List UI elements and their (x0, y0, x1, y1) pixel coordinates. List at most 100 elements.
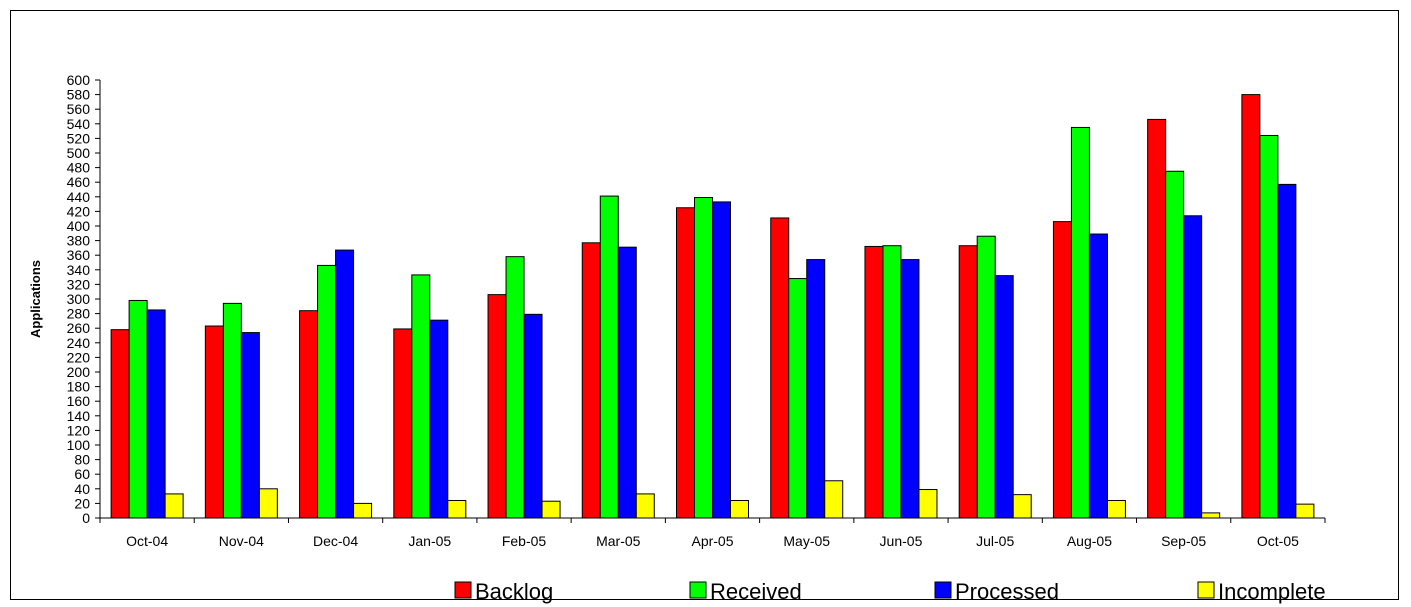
y-tick-label: 280 (67, 306, 91, 322)
bar-backlog-apr-05 (676, 207, 695, 519)
bar-received-mar-05 (599, 195, 619, 519)
bar-incomplete-oct-05 (1295, 503, 1315, 519)
bar-backlog-dec-04 (299, 310, 319, 519)
y-tick-label: 560 (67, 101, 91, 117)
y-tick-label: 40 (74, 481, 90, 497)
bar-received-apr-05 (694, 197, 713, 519)
y-tick-label: 500 (67, 145, 91, 161)
y-tick-label: 540 (67, 116, 91, 132)
bar-received-jun-05 (882, 245, 902, 519)
bar-processed-may-05 (806, 259, 826, 519)
bar-processed-aug-05 (1088, 233, 1108, 519)
legend-label-processed: Processed (955, 579, 1059, 604)
x-tick-label: Jul-05 (976, 533, 1014, 549)
y-tick-label: 380 (67, 233, 91, 249)
bar-received-nov-04 (222, 302, 242, 519)
y-tick-label: 320 (67, 276, 91, 292)
legend-swatch-backlog (454, 581, 472, 599)
legend-swatch-incomplete (1197, 581, 1215, 599)
bar-received-dec-04 (317, 264, 337, 519)
bar-received-jan-05 (411, 274, 431, 519)
y-tick-label: 140 (67, 408, 91, 424)
legend: Backlog Received Processed Incomplete (454, 579, 1326, 604)
x-tick-label: May-05 (783, 533, 830, 549)
bar-received-sep-05 (1165, 170, 1185, 519)
bar-processed-sep-05 (1183, 215, 1203, 519)
x-tick-label: Sep-05 (1161, 533, 1206, 549)
y-tick-labels: 0204060801001201401601802002202402602803… (67, 72, 91, 526)
bar-incomplete-mar-05 (635, 493, 655, 519)
bar-received-jul-05 (976, 235, 996, 519)
bar-incomplete-jul-05 (1012, 494, 1032, 519)
y-tick-label: 80 (74, 452, 90, 468)
bar-incomplete-apr-05 (730, 499, 749, 519)
bar-received-oct-04 (128, 299, 148, 519)
bar-backlog-aug-05 (1052, 221, 1072, 519)
bar-processed-jun-05 (900, 259, 920, 519)
y-tick-label: 340 (67, 262, 91, 278)
y-tick-label: 440 (67, 189, 91, 205)
bar-backlog-jul-05 (958, 245, 978, 519)
bar-received-may-05 (788, 278, 808, 519)
bar-backlog-mar-05 (581, 242, 601, 519)
y-tick-label: 120 (67, 422, 91, 438)
x-tick-label: Apr-05 (691, 533, 733, 549)
y-tick-label: 160 (67, 393, 91, 409)
bar-incomplete-dec-04 (353, 502, 373, 519)
y-tick-label: 100 (67, 437, 91, 453)
bar-processed-apr-05 (712, 201, 731, 519)
bar-backlog-may-05 (770, 217, 790, 519)
bar-processed-oct-04 (146, 309, 166, 519)
bar-backlog-nov-04 (204, 325, 224, 519)
y-tick-label: 60 (74, 466, 90, 482)
bar-processed-nov-04 (240, 332, 260, 519)
bar-incomplete-nov-04 (258, 488, 278, 519)
bar-backlog-jun-05 (864, 245, 884, 519)
x-tick-label: Nov-04 (219, 533, 264, 549)
y-tick-label: 300 (67, 291, 91, 307)
x-tick-label: Jan-05 (408, 533, 451, 549)
x-tick-label: Oct-04 (126, 533, 168, 549)
x-tick-label: Oct-05 (1257, 533, 1299, 549)
bar-processed-mar-05 (617, 246, 637, 519)
y-tick-label: 460 (67, 174, 91, 190)
bar-processed-feb-05 (523, 313, 543, 519)
y-tick-label: 220 (67, 349, 91, 365)
bar-backlog-oct-04 (110, 329, 130, 519)
y-tick-label: 420 (67, 203, 91, 219)
x-tick-labels: Oct-04 Nov-04 Dec-04 Jan-05 Feb-05 Mar-05 Apr-… (126, 533, 1299, 549)
bar-incomplete-jun-05 (918, 489, 938, 519)
legend-label-received: Received (710, 579, 802, 604)
y-tick-label: 520 (67, 130, 91, 146)
x-tick-label: Mar-05 (596, 533, 641, 549)
x-tick-label: Feb-05 (502, 533, 547, 549)
legend-swatch-received (689, 581, 707, 599)
bar-received-oct-05 (1259, 134, 1279, 519)
bar-incomplete-aug-05 (1106, 499, 1126, 519)
bar-processed-jul-05 (994, 275, 1014, 519)
y-tick-label: 180 (67, 379, 91, 395)
y-axis-title: Applications (28, 260, 43, 338)
y-tick-label: 600 (67, 72, 91, 88)
bar-processed-jan-05 (429, 319, 449, 519)
bar-backlog-jan-05 (393, 328, 413, 519)
bar-backlog-oct-05 (1241, 94, 1261, 519)
bar-received-aug-05 (1070, 126, 1090, 519)
bar-incomplete-oct-04 (164, 493, 184, 519)
y-tick-label: 360 (67, 247, 91, 263)
legend-label-incomplete: Incomplete (1218, 579, 1326, 604)
bars (110, 94, 1315, 519)
legend-label-backlog: Backlog (475, 579, 553, 604)
y-tick-label: 0 (82, 510, 90, 526)
y-tick-label: 20 (74, 495, 90, 511)
bar-incomplete-sep-05 (1201, 512, 1221, 519)
bar-received-feb-05 (505, 256, 525, 519)
bar-incomplete-may-05 (824, 480, 844, 519)
y-tick-label: 200 (67, 364, 91, 380)
bar-incomplete-feb-05 (541, 500, 561, 519)
y-tick-label: 240 (67, 335, 91, 351)
bar-processed-oct-05 (1277, 183, 1297, 519)
bar-processed-dec-04 (335, 249, 355, 519)
legend-swatch-processed (934, 581, 952, 599)
